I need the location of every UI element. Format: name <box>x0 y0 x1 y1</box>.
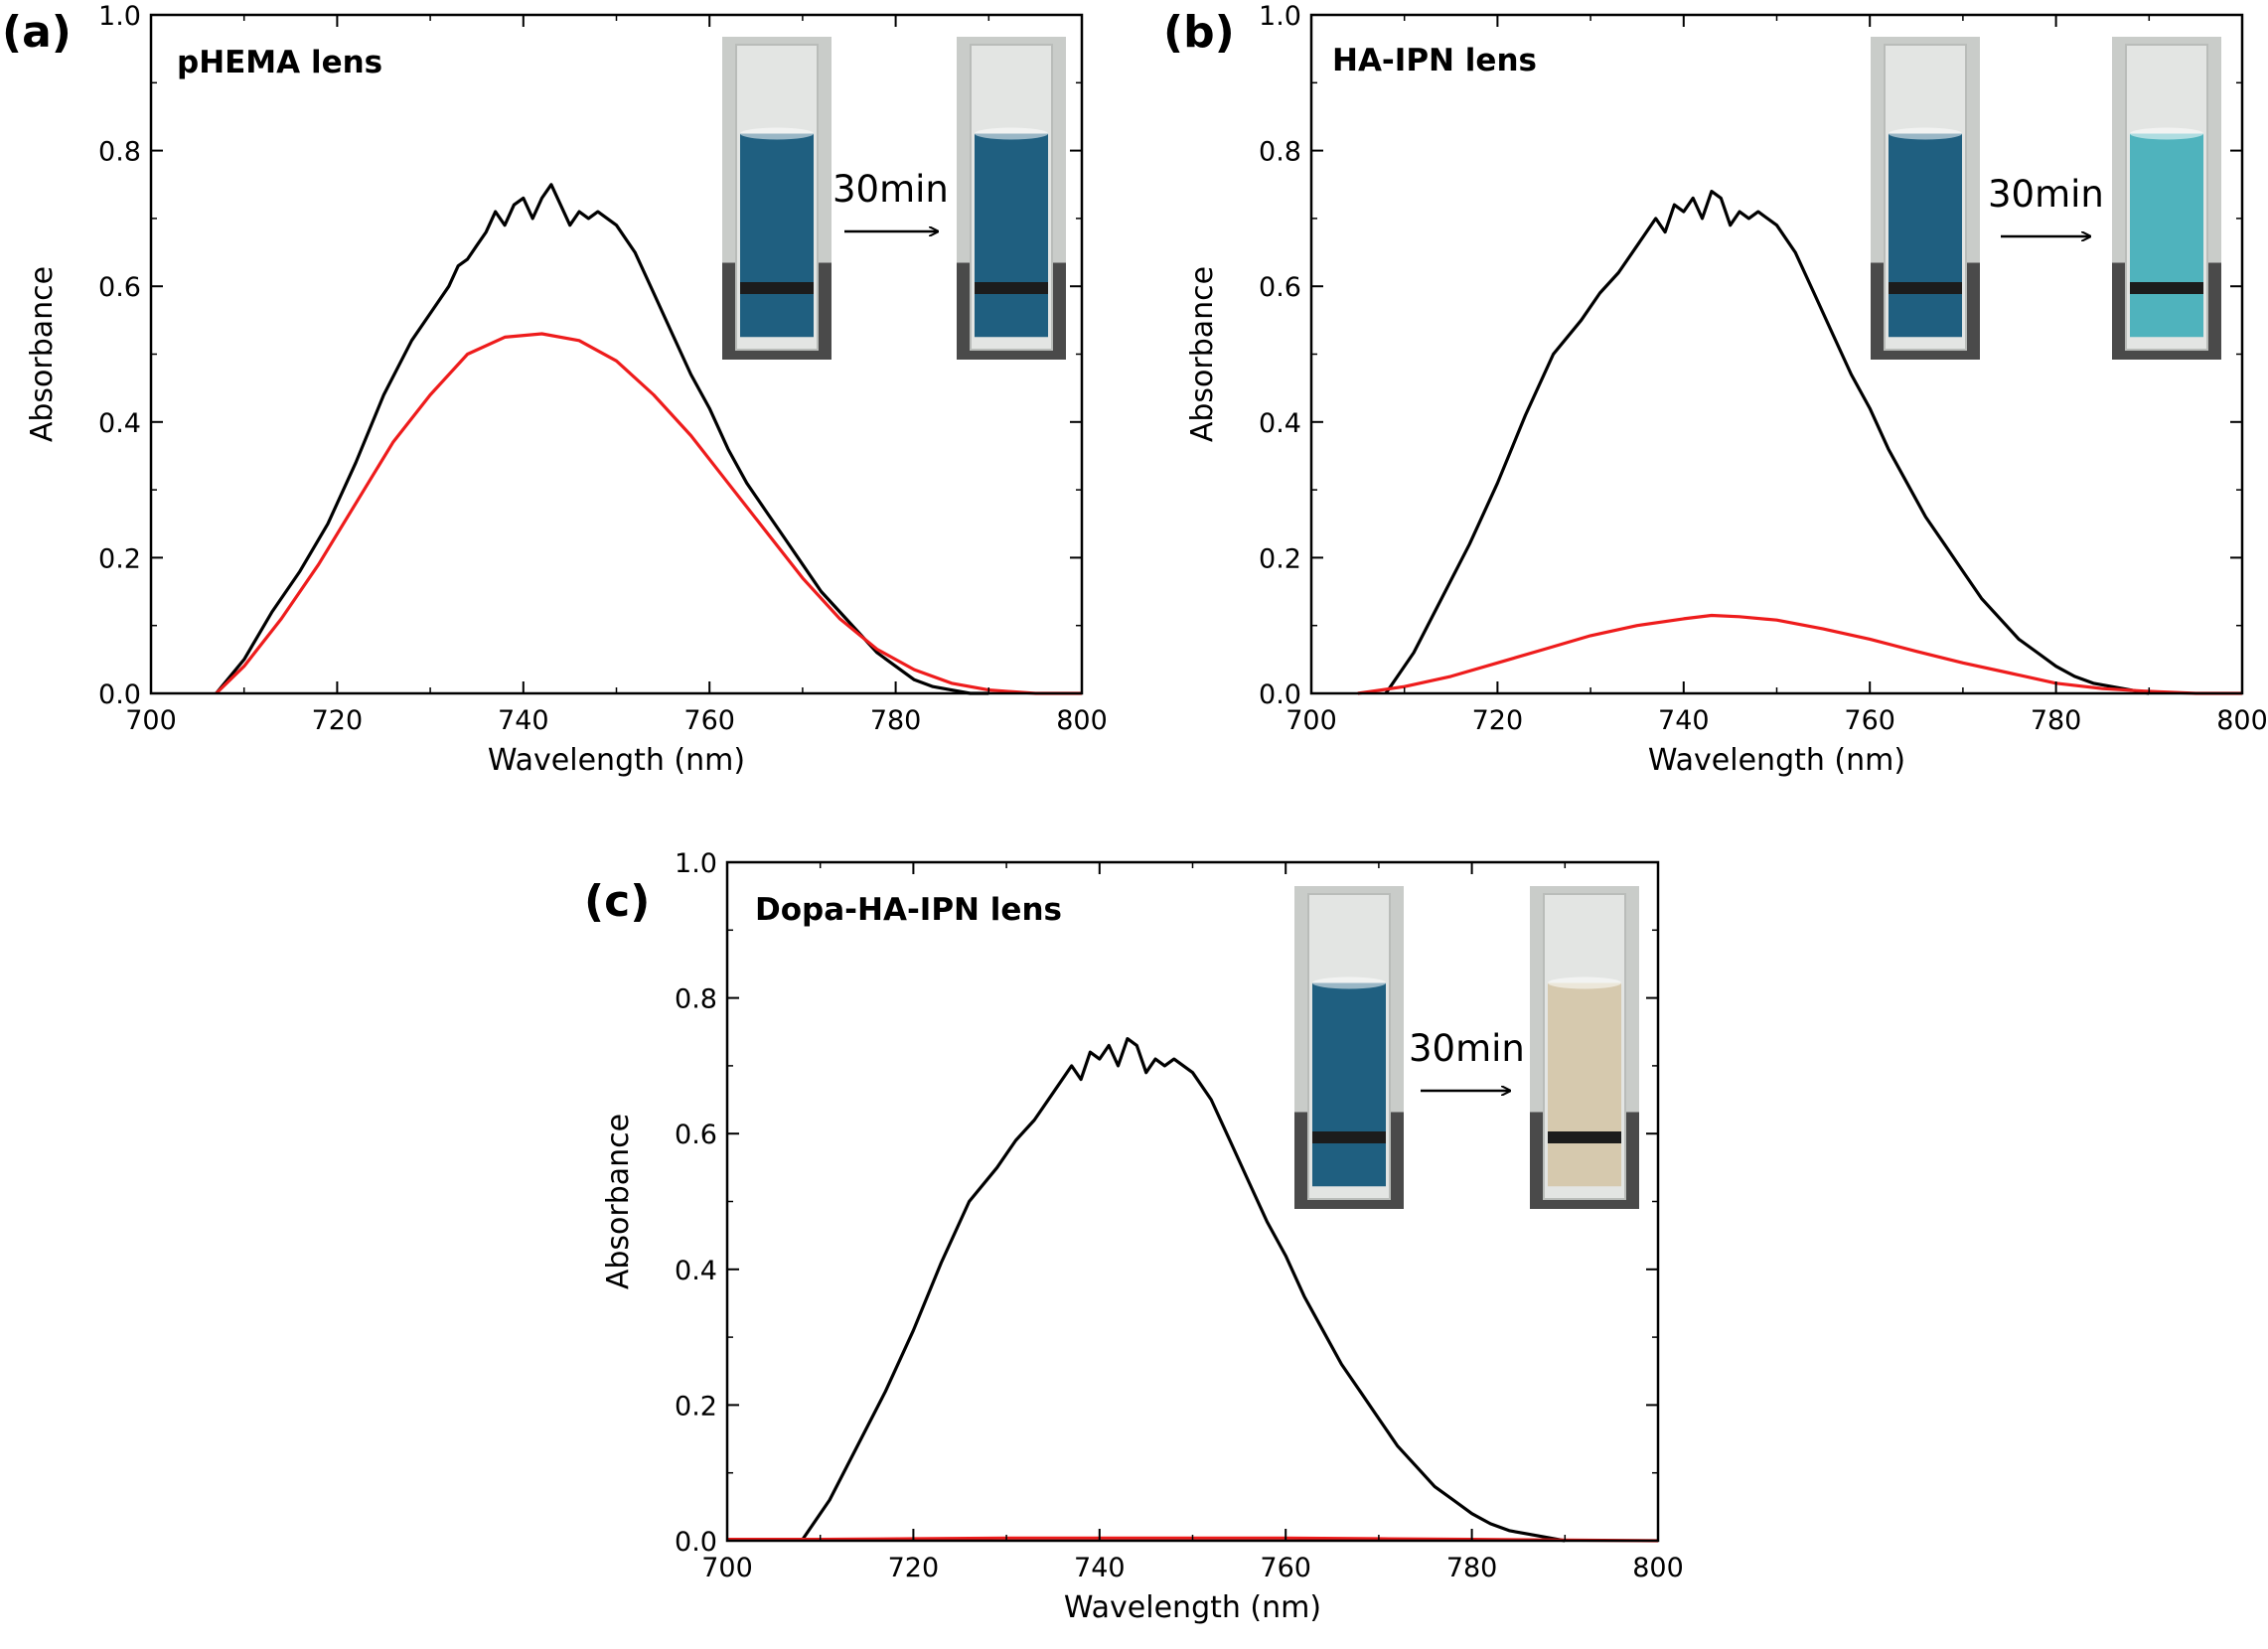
time-label: 30min <box>832 168 949 211</box>
y-tick-label: 0.6 <box>98 272 141 303</box>
y-tick-label: 0.6 <box>675 1120 717 1150</box>
y-tick-label: 0.4 <box>1259 408 1301 439</box>
cuvette-before-image <box>722 37 832 360</box>
x-axis-title: Wavelength (nm) <box>488 743 745 778</box>
y-tick-label: 0.8 <box>98 137 141 168</box>
x-tick-label: 700 <box>701 1553 753 1583</box>
y-axis-title: Absorbance <box>601 1114 636 1289</box>
y-axis-title: Absorbance <box>1185 266 1220 442</box>
y-tick-label: 0.6 <box>1259 272 1301 303</box>
x-tick-label: 720 <box>312 705 364 736</box>
cuvette-after-image <box>1530 886 1639 1209</box>
y-tick-label: 0.2 <box>1259 543 1301 574</box>
y-tick-label: 1.0 <box>98 1 141 32</box>
panel-label: (b) <box>1163 7 1235 58</box>
x-tick-label: 780 <box>1446 1553 1498 1583</box>
x-tick-label: 780 <box>870 705 922 736</box>
x-axis-title: Wavelength (nm) <box>1648 743 1905 778</box>
y-tick-label: 0.0 <box>675 1527 717 1558</box>
x-tick-label: 760 <box>1260 1553 1311 1583</box>
x-tick-label: 740 <box>1658 705 1710 736</box>
series-line-1 <box>800 1036 1566 1543</box>
cuvette-before-image <box>1294 886 1404 1209</box>
cuvette-before-image <box>1871 37 1980 360</box>
time-label: 30min <box>1409 1027 1525 1070</box>
y-tick-label: 0.2 <box>98 543 141 574</box>
y-tick-label: 0.8 <box>675 984 717 1015</box>
x-tick-label: 740 <box>1074 1553 1126 1583</box>
panel-label: (a) <box>2 7 72 58</box>
panel-label: (c) <box>584 876 650 927</box>
x-axis-title: Wavelength (nm) <box>1064 1590 1321 1625</box>
y-tick-label: 1.0 <box>675 848 717 879</box>
chart-panel-1: 30min 700 720 740 760 780 800 0.0 0.2 0.4 0.6 0.8 1.… <box>2 1 1108 778</box>
plot-frame <box>149 13 1084 695</box>
chart-panel-3: 30min 700 720 740 760 780 800 0.0 0.2 0.4 0.6 0.8 1.… <box>584 848 1684 1625</box>
x-tick-label: 800 <box>1056 705 1108 736</box>
chart-panel-2: 30min 700 720 740 760 780 800 0.0 0.2 0.4 0.6 0.8 1.… <box>1163 1 2268 778</box>
x-tick-label: 700 <box>1285 705 1337 736</box>
y-axis-title: Absorbance <box>25 266 60 442</box>
y-tick-label: 0.2 <box>675 1391 717 1422</box>
panel-title: pHEMA lens <box>177 45 382 80</box>
series-line-2 <box>1357 613 2242 695</box>
cuvette-after-image <box>957 37 1066 360</box>
x-tick-label: 800 <box>1632 1553 1684 1583</box>
x-tick-label: 720 <box>1472 705 1524 736</box>
x-tick-label: 800 <box>2216 705 2268 736</box>
series-line-1 <box>1384 190 2150 695</box>
x-tick-label: 740 <box>498 705 549 736</box>
y-tick-label: 0.4 <box>98 408 141 439</box>
x-tick-label: 780 <box>2031 705 2082 736</box>
series-line-1 <box>215 183 989 695</box>
series-line-2 <box>215 332 1082 695</box>
x-tick-label: 720 <box>888 1553 940 1583</box>
panel-title: Dopa-HA-IPN lens <box>755 892 1062 928</box>
panel-title: HA-IPN lens <box>1332 43 1537 78</box>
y-tick-label: 0.0 <box>1259 679 1301 710</box>
y-tick-label: 0.8 <box>1259 137 1301 168</box>
time-label: 30min <box>1988 173 2104 216</box>
cuvette-after-image <box>2112 37 2221 360</box>
x-tick-label: 760 <box>1844 705 1895 736</box>
y-tick-label: 0.4 <box>675 1256 717 1286</box>
x-tick-label: 700 <box>125 705 177 736</box>
plot-frame <box>1309 13 2244 695</box>
y-tick-label: 0.0 <box>98 679 141 710</box>
plot-frame <box>725 860 1660 1543</box>
x-tick-label: 760 <box>683 705 735 736</box>
y-tick-label: 1.0 <box>1259 1 1301 32</box>
